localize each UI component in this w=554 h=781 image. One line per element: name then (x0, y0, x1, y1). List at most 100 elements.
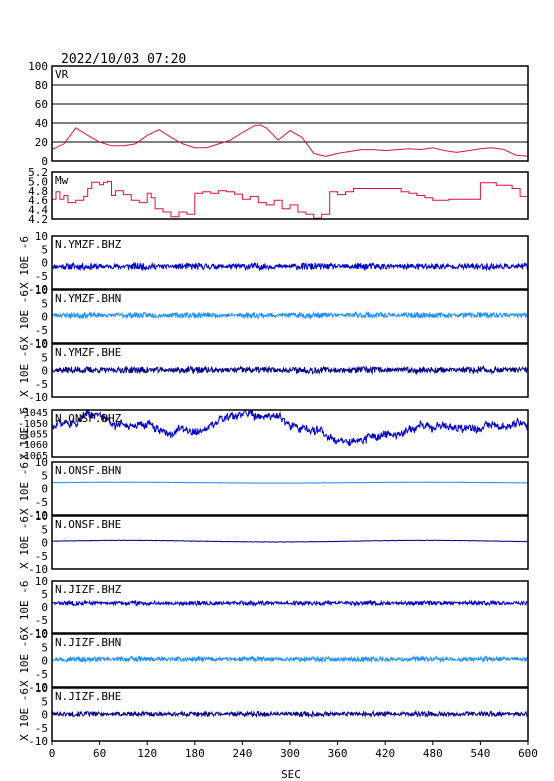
y-axis-label: X 10E -6 (18, 516, 31, 569)
header-timestamp: 2022/10/03 07:20 (61, 52, 186, 67)
y-tick-label: -10 (28, 563, 48, 576)
x-tick-label: 420 (375, 747, 395, 760)
y-tick-label: 0 (41, 709, 48, 722)
series-line (51, 599, 529, 608)
y-tick-label: -5 (35, 496, 48, 509)
y-tick-label: 10 (35, 456, 48, 469)
y-tick-label: 4.4 (28, 204, 48, 217)
y-tick-label: 10 (35, 510, 48, 523)
y-tick-label: -5 (35, 722, 48, 735)
panel-title: VR (55, 68, 69, 81)
y-tick-label: 5.0 (28, 175, 48, 188)
y-tick-label: -1055 (18, 430, 48, 441)
y-tick-label: -10 (28, 735, 48, 748)
y-tick-label: 5 (41, 588, 48, 601)
panel-4: 1050-5-10X 10E -6 N.YMZF.BHE (18, 338, 529, 404)
y-tick-label: 0 (41, 365, 48, 378)
panel-title: N.YMZF.BHZ (55, 238, 122, 251)
y-tick-label: 60 (35, 98, 48, 111)
panel-title: N.ONSF.BHE (55, 518, 121, 531)
y-tick-label: -1065 (18, 451, 48, 462)
y-tick-label: -10 (28, 283, 48, 296)
y-tick-label: -10 (28, 681, 48, 694)
y-tick-label: 10 (35, 284, 48, 297)
x-tick-label: 480 (423, 747, 443, 760)
y-tick-label: 5 (41, 297, 48, 310)
y-tick-label: 4.8 (28, 185, 48, 198)
panel-frame (51, 289, 529, 344)
y-tick-label: -1050 (18, 419, 48, 430)
panel-title: N.JIZF.BHN (55, 636, 121, 649)
y-axis-label: X 10E -6 (18, 344, 31, 397)
y-tick-label: 10 (35, 338, 48, 351)
panel-title: N.JIZF.BHZ (55, 583, 122, 596)
panel-10: 1050-5-10X 10E -6 N.JIZF.BHE (18, 682, 529, 748)
y-tick-label: 0 (41, 311, 48, 324)
y-tick-label: 40 (35, 117, 48, 130)
y-tick-label: -5 (35, 614, 48, 627)
y-tick-label: 0 (41, 537, 48, 550)
y-tick-label: -5 (35, 668, 48, 681)
y-tick-label: 100 (28, 60, 48, 73)
panel-frame (51, 235, 529, 290)
y-axis-label: X 10E -6 (18, 688, 31, 741)
y-tick-label: 0 (41, 257, 48, 270)
panel-3: 1050-5-10X 10E -6 N.YMZF.BHN (18, 284, 529, 350)
series-line (51, 481, 529, 484)
panel-frame (51, 580, 529, 634)
y-tick-label: -10 (28, 337, 48, 350)
y-tick-label: 4.6 (28, 194, 48, 207)
panel-title: N.ONSF.BHN (55, 464, 121, 477)
y-tick-label: 0 (41, 155, 48, 168)
x-tick-label: 300 (280, 747, 300, 760)
y-tick-label: 5 (41, 641, 48, 654)
x-tick-label: 180 (185, 747, 205, 760)
x-tick-label: 120 (137, 747, 157, 760)
x-tick-label: 60 (93, 747, 106, 760)
panel-title: N.ONSF.BHZ (55, 412, 122, 425)
y-tick-label: 5 (41, 523, 48, 536)
y-tick-label: 0 (41, 601, 48, 614)
panel-title: Mw (55, 174, 69, 187)
y-tick-label: -10 (28, 391, 48, 404)
y-tick-label: -10 (28, 627, 48, 640)
y-tick-label: -5 (35, 324, 48, 337)
y-tick-label: 10 (35, 628, 48, 641)
panel-frame (51, 461, 529, 516)
series-line (52, 180, 529, 219)
panel-title: N.YMZF.BHE (55, 346, 121, 359)
y-tick-label: 5 (41, 695, 48, 708)
y-tick-label: 4.2 (28, 213, 48, 226)
series-line (51, 310, 529, 320)
series-line (51, 364, 529, 376)
y-tick-label: 0 (41, 483, 48, 496)
y-tick-label: 0 (41, 655, 48, 668)
y-tick-label: 5 (41, 243, 48, 256)
y-tick-label: 10 (35, 230, 48, 243)
y-axis-label: X 10E -6 (18, 462, 31, 515)
y-axis-label: X 10E -6 (18, 634, 31, 687)
y-tick-label: -10 (28, 509, 48, 522)
series-line (51, 409, 529, 447)
panel-frame (51, 633, 529, 688)
y-axis-label: X 10E -6 (18, 581, 31, 634)
panel-6: 1050-5-10X 10E -6 N.ONSF.BHN (18, 456, 529, 522)
panel-title: N.YMZF.BHN (55, 292, 121, 305)
panel-frame (51, 171, 529, 220)
panel-title: N.JIZF.BHE (55, 690, 121, 703)
x-tick-label: 600 (518, 747, 538, 760)
y-axis-label: X 10E -6 (18, 236, 31, 289)
x-tick-label: 360 (328, 747, 348, 760)
panel-2: 1050-5-10X 10E -6 N.YMZF.BHZ (18, 230, 529, 296)
panel-1: 5.25.04.84.64.44.2 Mw (28, 166, 529, 226)
panel-0: 100 80 60 40 20 0 VR (28, 60, 529, 168)
y-tick-label: 10 (35, 682, 48, 695)
series-line (51, 709, 529, 719)
y-tick-label: -5 (35, 270, 48, 283)
panel-7: 1050-5-10X 10E -6 N.ONSF.BHE (18, 510, 529, 576)
panel-8: 10 50-5-10X 10E -6 N.JIZF.BHZ (18, 575, 529, 640)
y-tick-label: 80 (35, 79, 48, 92)
x-tick-label: 240 (232, 747, 252, 760)
